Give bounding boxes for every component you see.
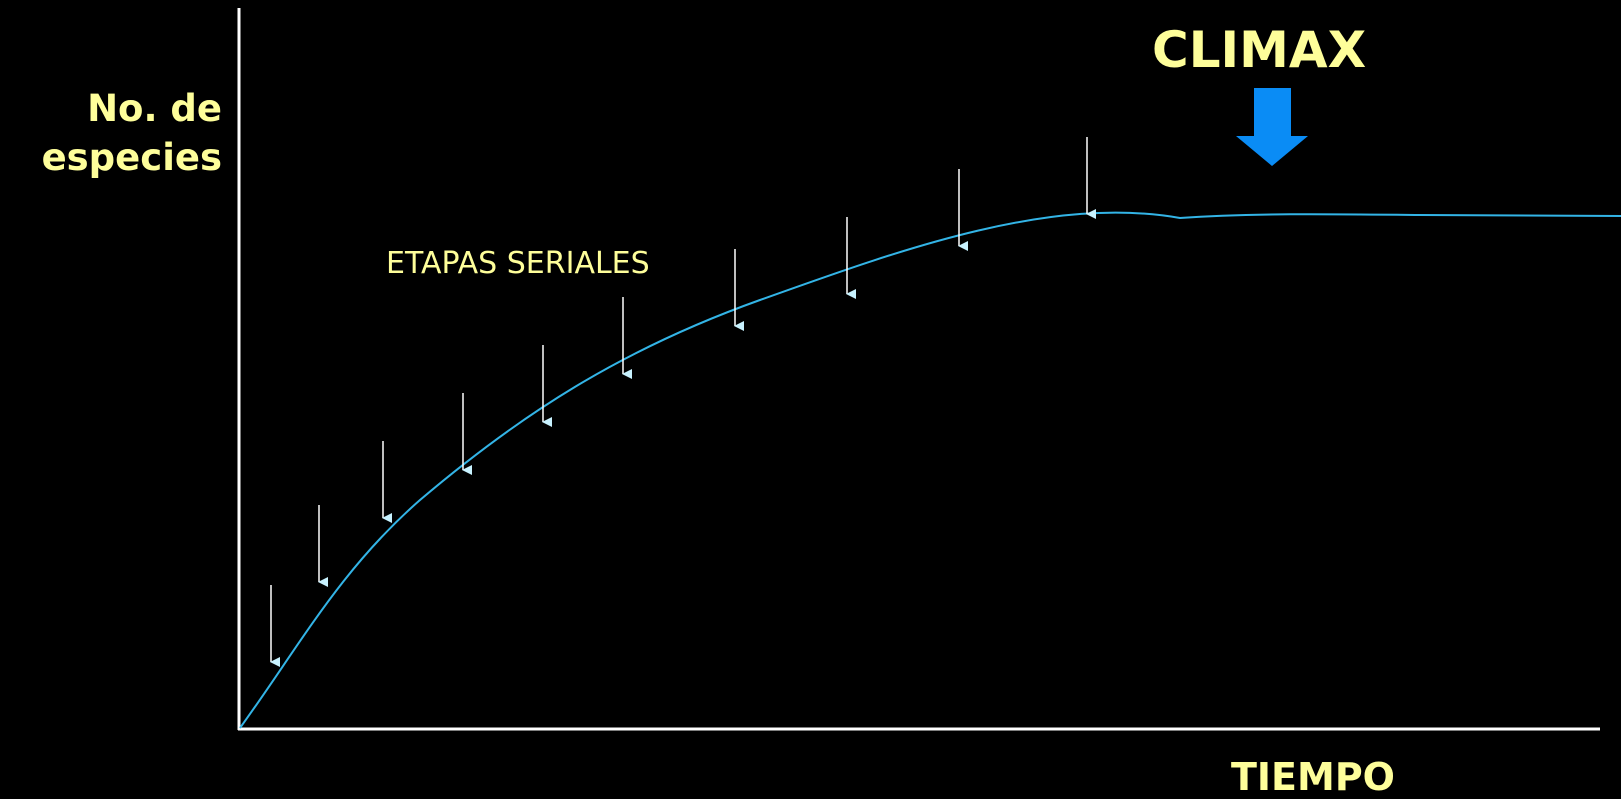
stages-label: ETAPAS SERIALES <box>386 246 650 281</box>
y-axis-label-line2: especies <box>41 136 222 179</box>
y-axis-label-line1: No. de <box>87 87 222 130</box>
y-axis-label: No. de especies <box>42 84 222 182</box>
stage-arrows <box>270 137 1096 667</box>
arrow-down-icon <box>1236 88 1308 166</box>
x-axis-label: TIEMPO <box>1231 755 1395 799</box>
climax-label: CLIMAX <box>1152 21 1367 79</box>
species-curve <box>239 211 1621 729</box>
